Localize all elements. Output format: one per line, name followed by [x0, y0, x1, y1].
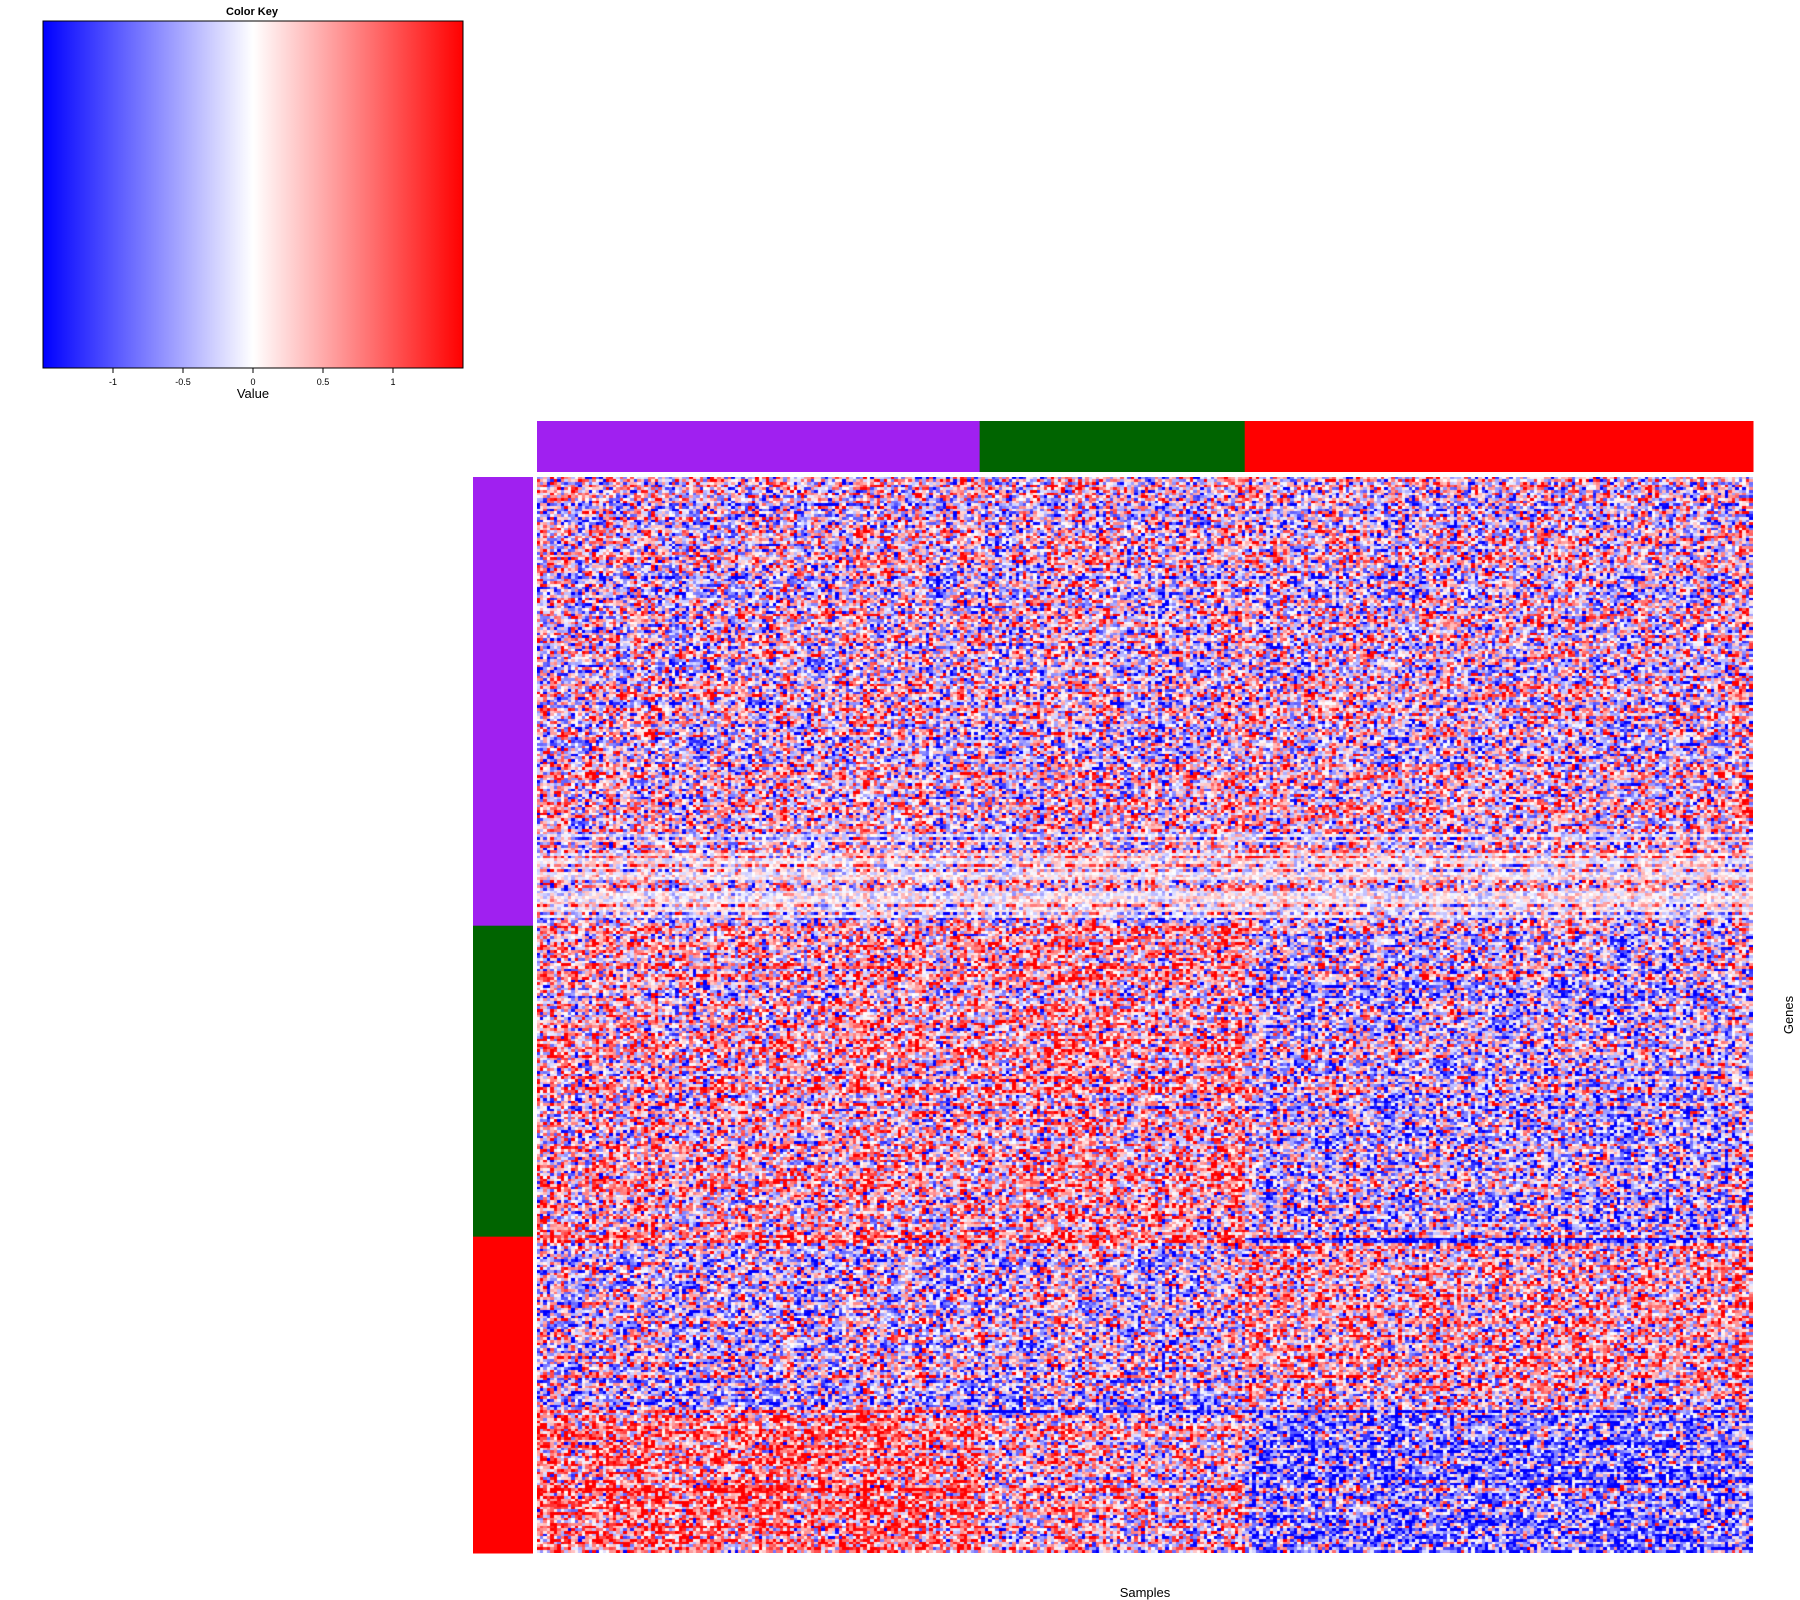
color-key-tick-label: 0.5 — [317, 377, 330, 387]
row-group-bar-2 — [473, 925, 533, 1238]
color-key-tick-label: 0 — [250, 377, 255, 387]
color-key-title: Color Key — [226, 6, 279, 18]
row-group-bar-3 — [473, 1236, 533, 1554]
column-side-colors — [537, 421, 1754, 472]
column-group-bar-2 — [979, 421, 1246, 472]
color-key-tick-label: -1 — [109, 377, 117, 387]
column-group-bar-1 — [537, 421, 981, 472]
x-axis-label: Samples — [1120, 1585, 1171, 1600]
column-group-bar-3 — [1244, 421, 1754, 472]
color-key: Color Key -1 -0.5 0 0.5 1 Value — [42, 6, 464, 401]
color-key-xlabel: Value — [237, 386, 269, 401]
color-key-tick-label: 1 — [390, 377, 395, 387]
row-side-colors — [473, 477, 533, 1554]
color-key-gradient — [42, 20, 464, 369]
y-axis-label: Genes — [1781, 995, 1796, 1034]
heatmap-matrix — [537, 477, 1753, 1553]
color-key-axis: -1 -0.5 0 0.5 1 — [109, 368, 396, 387]
color-key-tick-label: -0.5 — [175, 377, 191, 387]
row-group-bar-1 — [473, 477, 533, 927]
